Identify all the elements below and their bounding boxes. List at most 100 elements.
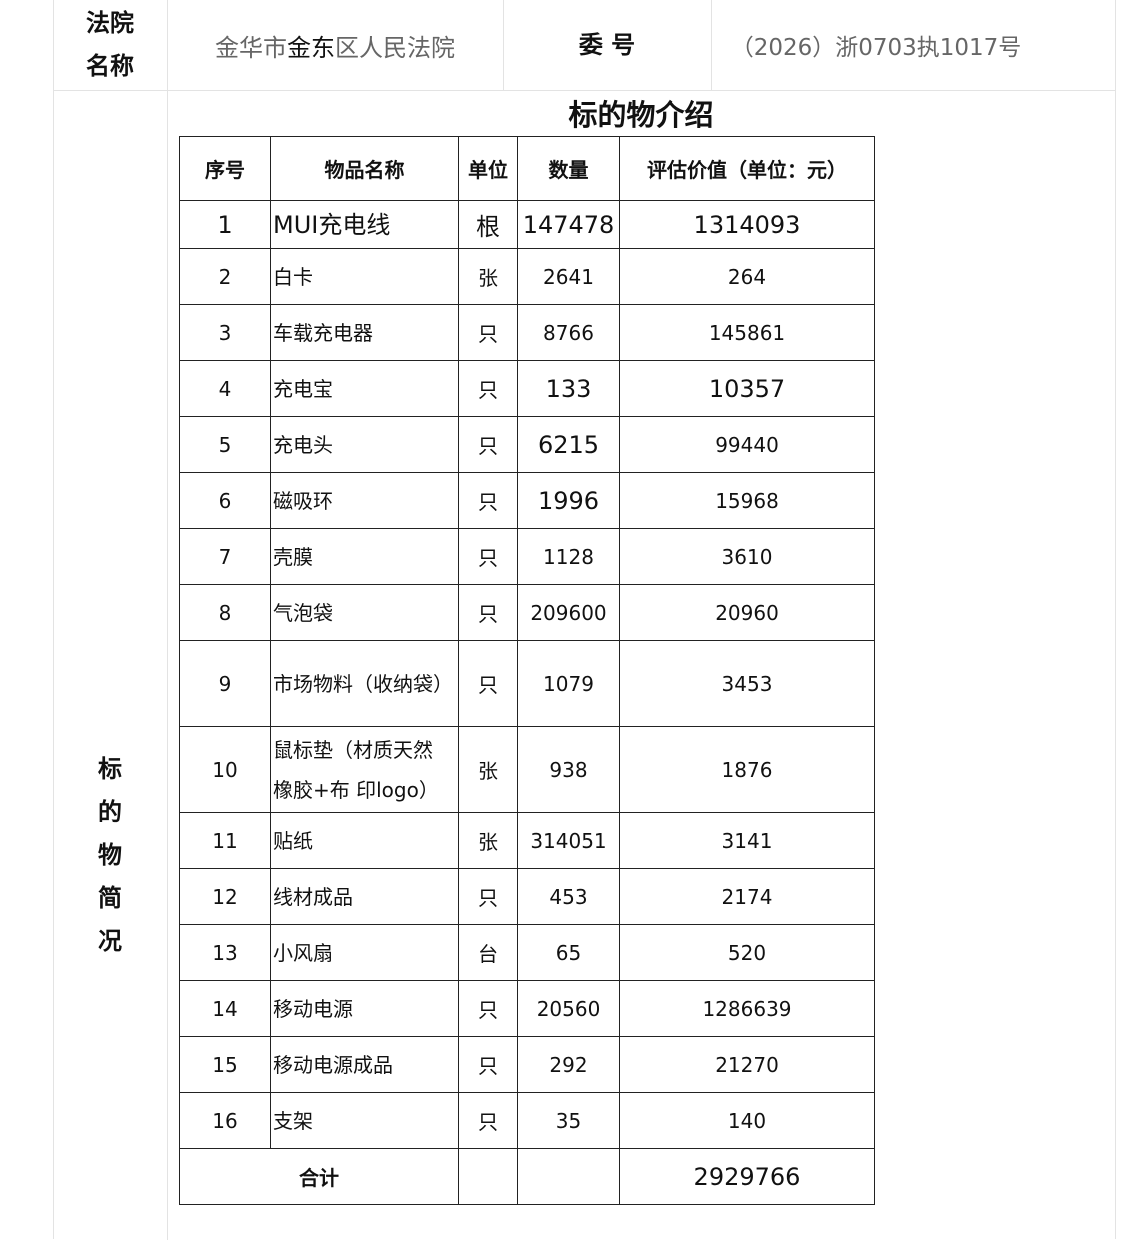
cell-value: 2174 [619,868,875,925]
col-header-unit: 单位 [458,136,518,201]
cell-name: 充电宝 [270,360,459,417]
cell-name: 市场物料（收纳袋） [270,640,459,727]
table-row: 6 磁吸环只 1996 15968 [179,472,875,529]
cell-no: 3 [179,304,271,361]
cell-no: 14 [179,980,271,1037]
cell-no: 5 [179,416,271,473]
cell-unit: 只 [458,640,518,727]
cell-name: 移动电源成品 [270,1036,459,1093]
cell-no: 11 [179,812,271,869]
cell-no: 8 [179,584,271,641]
cell-name: MUI充电线 [270,200,459,249]
divider [711,0,712,91]
table-row: 13 小风扇台 65 520 [179,924,875,981]
cell-qty: 314051 [517,812,620,869]
table-row: 1 MUI充电线根 147478 1314093 [179,200,875,249]
items-table: 序号 物品名称 单位 数量 评估价值（单位：元） 1 MUI充电线根 147478 1… [179,136,875,1205]
cell-unit: 只 [458,980,518,1037]
cell-value: 15968 [619,472,875,529]
cell-qty: 292 [517,1036,620,1093]
cell-qty: 6215 [517,416,620,473]
cell-name: 移动电源 [270,980,459,1037]
cell-qty: 20560 [517,980,620,1037]
cell-qty: 938 [517,726,620,813]
cell-value: 20960 [619,584,875,641]
cell-name: 线材成品 [270,868,459,925]
court-name: 金华市 金东 区人民法院 [167,0,503,90]
side-label: 标 的 物 简 况 [53,748,167,963]
cell-no: 15 [179,1036,271,1093]
total-row: 合计 2929766 [179,1148,875,1205]
cell-value: 3141 [619,812,875,869]
side-label-char: 物 [98,841,122,869]
table-row: 4 充电宝只 133 10357 [179,360,875,417]
cell-value: 10357 [619,360,875,417]
cell-qty: 65 [517,924,620,981]
cell-value: 3610 [619,528,875,585]
cell-unit: 只 [458,528,518,585]
cell-no: 13 [179,924,271,981]
table-row: 15 移动电源成品只 292 21270 [179,1036,875,1093]
side-label-char: 况 [98,927,122,955]
cell-name: 壳膜 [270,528,459,585]
cell-value: 1314093 [619,200,875,249]
table-row: 9 市场物料（收纳袋）只 1079 3453 [179,640,875,727]
cell-name: 车载充电器 [270,304,459,361]
divider [167,0,168,1240]
cell-qty: 1079 [517,640,620,727]
table-row: 11 贴纸张 314051 3141 [179,812,875,869]
cell-unit: 张 [458,726,518,813]
cell-qty: 2641 [517,248,620,305]
cell-name: 支架 [270,1092,459,1149]
total-label: 合计 [179,1148,459,1205]
cell-value: 145861 [619,304,875,361]
total-qty [517,1148,620,1205]
cell-unit: 只 [458,868,518,925]
cell-no: 2 [179,248,271,305]
table-row: 2 白卡张 2641 264 [179,248,875,305]
cell-qty: 209600 [517,584,620,641]
court-name-suffix: 区人民法院 [335,33,455,62]
cell-unit: 只 [458,584,518,641]
cell-name: 白卡 [270,248,459,305]
cell-no: 7 [179,528,271,585]
cell-unit: 只 [458,304,518,361]
table-header-row: 序号 物品名称 单位 数量 评估价值（单位：元） [179,136,875,201]
court-name-prefix: 金华市 [215,33,287,62]
court-name-highlight: 金东 [287,33,335,62]
header-row [53,0,1116,91]
table-row: 5 充电头只 6215 99440 [179,416,875,473]
cell-no: 4 [179,360,271,417]
col-header-value: 评估价值（单位：元） [619,136,875,201]
cell-unit: 只 [458,1036,518,1093]
cell-no: 16 [179,1092,271,1149]
court-label-line: 名称 [86,52,134,80]
cell-value: 264 [619,248,875,305]
table-row: 16 支架只 35 140 [179,1092,875,1149]
table-row: 14 移动电源只 20560 1286639 [179,980,875,1037]
court-label: 法院 名称 [53,0,167,90]
cell-unit: 台 [458,924,518,981]
cell-unit: 只 [458,416,518,473]
cell-qty: 35 [517,1092,620,1149]
cell-name: 磁吸环 [270,472,459,529]
cell-unit: 只 [458,360,518,417]
cell-qty: 8766 [517,304,620,361]
cell-no: 1 [179,200,271,249]
cell-no: 12 [179,868,271,925]
table-row: 10 鼠标垫（材质天然橡胶+布 印logo）张 938 1876 [179,726,875,813]
cell-qty: 453 [517,868,620,925]
cell-qty: 147478 [517,200,620,249]
cell-value: 520 [619,924,875,981]
cell-no: 9 [179,640,271,727]
col-header-no: 序号 [179,136,271,201]
cell-value: 3453 [619,640,875,727]
cell-value: 1876 [619,726,875,813]
cell-name: 充电头 [270,416,459,473]
cell-unit: 张 [458,248,518,305]
cell-unit: 张 [458,812,518,869]
cell-unit: 根 [458,200,518,249]
table-row: 12 线材成品只 453 2174 [179,868,875,925]
cell-value: 1286639 [619,980,875,1037]
cell-name: 贴纸 [270,812,459,869]
